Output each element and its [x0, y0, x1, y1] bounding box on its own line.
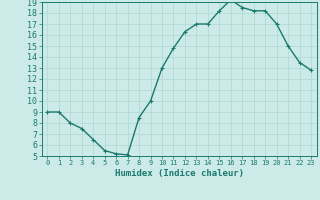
X-axis label: Humidex (Indice chaleur): Humidex (Indice chaleur) — [115, 169, 244, 178]
